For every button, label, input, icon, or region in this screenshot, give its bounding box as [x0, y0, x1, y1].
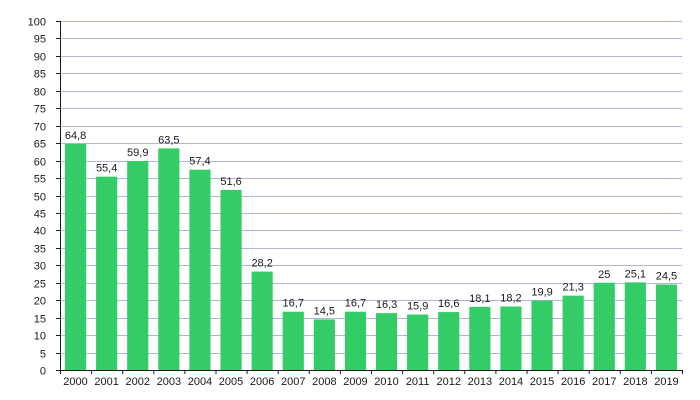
bar-2018	[624, 282, 646, 370]
x-tick-label: 2016	[561, 376, 585, 388]
x-tick-label: 2011	[406, 376, 430, 388]
data-label: 28,2	[251, 258, 272, 270]
bar-2001	[96, 176, 118, 370]
x-tick-label: 2002	[126, 376, 150, 388]
y-tick-label: 70	[34, 122, 46, 134]
y-tick-label: 25	[34, 279, 46, 291]
data-label: 25	[598, 269, 610, 281]
data-label: 59,9	[127, 147, 148, 159]
x-tick-label: 2019	[654, 376, 678, 388]
bar-2007	[282, 311, 304, 370]
bar-2015	[531, 300, 553, 370]
bar-2019	[655, 284, 678, 370]
bar-2016	[562, 295, 584, 370]
bar-2006	[251, 271, 273, 370]
data-label: 15,9	[407, 301, 428, 313]
bar-2009	[344, 311, 367, 370]
y-tick-label: 5	[40, 349, 46, 361]
x-tick-label: 2008	[312, 376, 336, 388]
data-label: 18,1	[469, 293, 490, 305]
y-tick-label: 35	[34, 244, 46, 256]
data-label: 64,8	[65, 130, 86, 142]
bar-2013	[469, 306, 491, 370]
y-tick-labels: 0 5 10 15 20 25 30 35 40 45 50 55 60 65 70 75 80 85 90 95 10…	[28, 17, 46, 378]
bar-2010	[375, 313, 398, 370]
x-tick-label: 2000	[63, 376, 87, 388]
data-label: 57,4	[189, 156, 210, 168]
x-tick-label: 2003	[157, 376, 181, 388]
y-tick-label: 55	[34, 174, 46, 186]
x-tick-label: 2007	[281, 376, 305, 388]
y-tick-label: 10	[34, 331, 46, 343]
data-label: 19,9	[531, 287, 552, 299]
y-tick-label: 50	[34, 192, 46, 204]
x-tick-label: 2010	[374, 376, 398, 388]
data-label: 51,6	[220, 176, 241, 188]
data-label: 21,3	[562, 282, 583, 294]
y-tick-label: 65	[34, 139, 46, 151]
bar-2002	[127, 160, 149, 370]
x-tick-label: 2013	[468, 376, 492, 388]
bar-2003	[158, 148, 180, 370]
y-tick-label: 60	[34, 157, 46, 169]
data-label: 16,7	[345, 298, 366, 310]
y-tick-label: 90	[34, 52, 46, 64]
data-label: 14,5	[314, 305, 335, 317]
x-tick-label: 2015	[530, 376, 554, 388]
data-label: 18,2	[500, 292, 521, 304]
x-tick-label: 2005	[219, 376, 243, 388]
x-tick-labels: 2000 2001 2002 2003 2004 2005 2006 2007 2008 2009…	[63, 376, 678, 388]
bar-2005	[220, 189, 242, 370]
gridlines	[60, 21, 682, 354]
x-tick-label: 2012	[437, 376, 461, 388]
data-label: 63,5	[158, 134, 179, 146]
data-label: 16,7	[283, 298, 304, 310]
bar-2012	[438, 312, 460, 370]
x-tick-label: 2001	[94, 376, 118, 388]
bars	[64, 143, 678, 370]
x-tick-label: 2017	[592, 376, 616, 388]
bar-2000	[64, 143, 87, 370]
bar-2014	[500, 306, 522, 370]
y-tick-label: 85	[34, 69, 46, 81]
bar-2004	[189, 169, 211, 370]
x-tick-label: 2009	[343, 376, 367, 388]
x-tick-label: 2004	[188, 376, 212, 388]
y-tick-label: 95	[34, 34, 46, 46]
data-label: 25,1	[625, 268, 646, 280]
y-tick-label: 45	[34, 209, 46, 221]
y-tick-label: 40	[34, 226, 46, 238]
y-tick-label: 100	[28, 17, 46, 29]
x-tick-label: 2006	[250, 376, 274, 388]
y-tick-label: 20	[34, 296, 46, 308]
data-labels: 64,8 55,4 59,9 63,5 57,4 51,6 28,2 16,7 14,5 16,7…	[65, 130, 677, 318]
x-tick-label: 2014	[499, 376, 523, 388]
data-label: 16,3	[376, 299, 397, 311]
x-tick-label: 2018	[623, 376, 647, 388]
y-tick-label: 0	[40, 366, 46, 378]
axes	[56, 21, 683, 374]
bar-2011	[407, 314, 429, 370]
data-label: 16,6	[438, 298, 459, 310]
y-tick-label: 30	[34, 261, 46, 273]
bar-2008	[313, 319, 335, 370]
data-label: 55,4	[96, 163, 117, 175]
bar-2017	[593, 282, 615, 370]
y-tick-label: 75	[34, 104, 46, 116]
data-label: 24,5	[656, 271, 677, 283]
y-tick-label: 15	[34, 314, 46, 326]
y-tick-label: 80	[34, 87, 46, 99]
